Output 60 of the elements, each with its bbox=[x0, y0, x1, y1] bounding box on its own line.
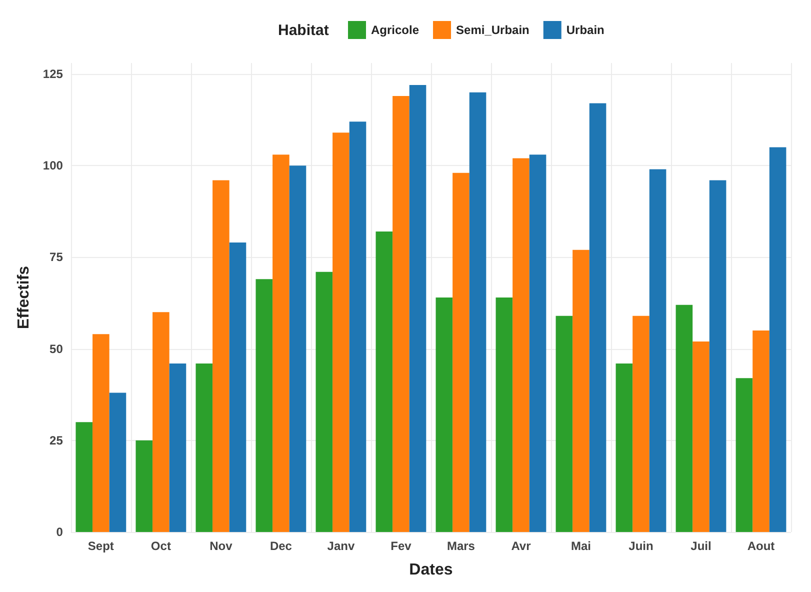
x-axis-title: Dates bbox=[409, 562, 453, 578]
bar bbox=[169, 363, 186, 532]
bar bbox=[769, 147, 786, 532]
x-tick-label: Mai bbox=[570, 539, 591, 553]
bar bbox=[589, 103, 606, 532]
legend-label: Semi_Urbain bbox=[456, 23, 530, 37]
bar bbox=[572, 250, 590, 532]
bar bbox=[92, 334, 110, 532]
y-tick-label: 75 bbox=[50, 250, 64, 264]
y-tick-label: 50 bbox=[50, 342, 64, 356]
bar bbox=[752, 330, 770, 532]
bar bbox=[332, 132, 350, 532]
y-tick-label: 100 bbox=[42, 158, 64, 173]
bar bbox=[469, 92, 486, 532]
x-tick-label: Janv bbox=[327, 539, 355, 553]
x-tick-label: Dec bbox=[270, 539, 292, 553]
x-tick-label: Aout bbox=[747, 539, 775, 553]
x-tick-label: Juil bbox=[690, 539, 712, 553]
bar bbox=[452, 172, 470, 532]
bar bbox=[736, 378, 753, 532]
bar bbox=[289, 166, 306, 532]
legend-label: Agricole bbox=[371, 23, 420, 37]
x-tick-label: Mars bbox=[446, 539, 476, 553]
bar bbox=[272, 154, 290, 532]
bar bbox=[409, 84, 426, 532]
bar bbox=[616, 363, 633, 532]
x-tick-label: Nov bbox=[210, 539, 233, 553]
bar bbox=[76, 422, 93, 532]
y-tick-label: 25 bbox=[50, 433, 64, 448]
bar bbox=[436, 298, 453, 532]
y-tick-label: 0 bbox=[56, 525, 64, 539]
bar bbox=[212, 180, 230, 532]
bar bbox=[152, 312, 170, 532]
y-tick-label: 125 bbox=[42, 66, 64, 81]
bar bbox=[376, 232, 393, 532]
x-tick-label: Fev bbox=[390, 539, 412, 553]
x-tick-label: Avr bbox=[511, 539, 532, 553]
x-tick-label: Sept bbox=[88, 539, 114, 553]
bar bbox=[349, 122, 366, 532]
bar bbox=[196, 363, 213, 532]
bar bbox=[496, 298, 513, 532]
bar bbox=[136, 440, 153, 532]
bar bbox=[109, 392, 126, 532]
bar bbox=[256, 279, 273, 532]
bar bbox=[692, 341, 710, 532]
legend-label: Urbain bbox=[566, 23, 604, 37]
bar bbox=[649, 169, 666, 532]
y-axis-title: Effectifs bbox=[16, 266, 32, 330]
bar bbox=[709, 180, 726, 532]
x-tick-label: Juin bbox=[628, 539, 654, 553]
x-tick-label: Oct bbox=[150, 539, 171, 553]
bar bbox=[229, 242, 246, 532]
bar bbox=[392, 96, 410, 532]
bar bbox=[529, 154, 546, 532]
legend-title: Habitat bbox=[278, 22, 329, 39]
bar bbox=[632, 316, 650, 532]
bar bbox=[676, 304, 693, 532]
bar bbox=[512, 158, 530, 532]
bar bbox=[316, 272, 333, 532]
bar bbox=[556, 316, 573, 532]
